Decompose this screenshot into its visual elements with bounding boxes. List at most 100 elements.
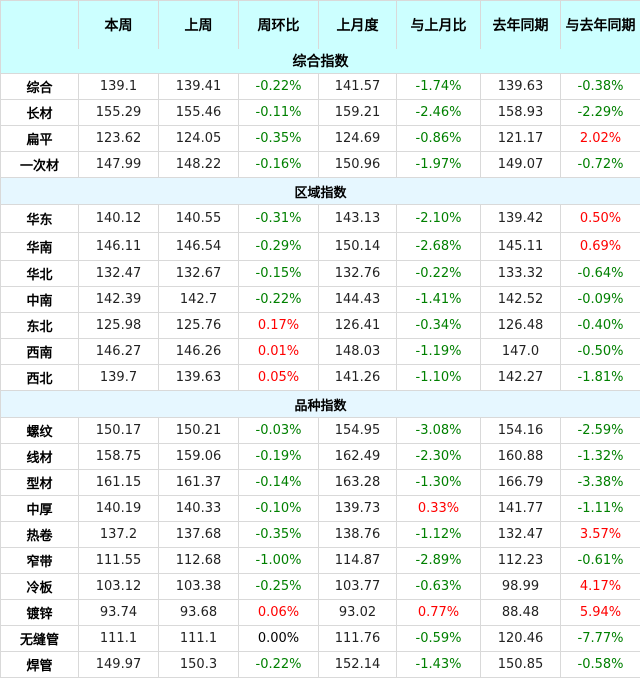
table-cell: 137.68 — [158, 521, 239, 548]
table-cell: 111.1 — [158, 625, 239, 652]
change-cell: -0.16% — [238, 151, 319, 178]
change-cell: -0.11% — [238, 99, 319, 126]
table-row: 西南 146.27 146.26 0.01% 148.03 -1.19% 147.0 -0.5… — [0, 338, 640, 365]
change-cell: -0.72% — [560, 151, 640, 178]
change-cell: -1.97% — [396, 151, 481, 178]
table-cell: 140.19 — [78, 495, 159, 522]
header-cell: 上月度 — [318, 0, 397, 49]
table-cell: 154.95 — [318, 417, 397, 444]
change-cell: -1.74% — [396, 73, 481, 100]
change-cell: -0.22% — [238, 651, 319, 678]
table-cell: 143.13 — [318, 204, 397, 233]
table-row: 华北 132.47 132.67 -0.15% 132.76 -0.22% 133.32 -0… — [0, 260, 640, 287]
table-cell: 152.14 — [318, 651, 397, 678]
change-cell: -1.10% — [396, 364, 481, 391]
table-cell: 146.27 — [78, 338, 159, 365]
table-cell: 158.75 — [78, 443, 159, 470]
table-cell: 149.07 — [480, 151, 561, 178]
table-cell: 161.15 — [78, 469, 159, 496]
table-row: 镀锌 93.74 93.68 0.06% 93.02 0.77% 88.48 5.94% — [0, 599, 640, 626]
table-cell: 124.05 — [158, 125, 239, 152]
table-cell: 146.26 — [158, 338, 239, 365]
price-index-table: 本周 上周 周环比 上月度 与上月比 去年同期 与去年同期 综合指数 综合 139.… — [0, 0, 640, 678]
table-cell: 124.69 — [318, 125, 397, 152]
change-cell: 0.00% — [238, 625, 319, 652]
table-cell: 132.47 — [78, 260, 159, 287]
change-cell: -0.03% — [238, 417, 319, 444]
table-cell: 137.2 — [78, 521, 159, 548]
table-cell: 139.63 — [480, 73, 561, 100]
change-cell: -0.19% — [238, 443, 319, 470]
table-cell: 162.49 — [318, 443, 397, 470]
table-cell: 133.32 — [480, 260, 561, 287]
table-cell: 140.33 — [158, 495, 239, 522]
table-cell: 111.1 — [78, 625, 159, 652]
table-cell: 154.16 — [480, 417, 561, 444]
table-cell: 111.76 — [318, 625, 397, 652]
table-cell: 141.77 — [480, 495, 561, 522]
table-cell: 142.7 — [158, 286, 239, 313]
section-title: 品种指数 — [0, 390, 640, 418]
table-cell: 112.68 — [158, 547, 239, 574]
table-row: 冷板 103.12 103.38 -0.25% 103.77 -0.63% 98.99 4.1… — [0, 573, 640, 600]
table-cell: 139.7 — [78, 364, 159, 391]
row-label: 无缝管 — [0, 625, 79, 652]
table-cell: 139.42 — [480, 204, 561, 233]
table-cell: 140.12 — [78, 204, 159, 233]
table-cell: 150.21 — [158, 417, 239, 444]
row-label: 中厚 — [0, 495, 79, 522]
row-label: 中南 — [0, 286, 79, 313]
table-cell: 98.99 — [480, 573, 561, 600]
table-cell: 103.12 — [78, 573, 159, 600]
row-label: 型材 — [0, 469, 79, 496]
table-cell: 125.98 — [78, 312, 159, 339]
change-cell: 0.33% — [396, 495, 481, 522]
change-cell: -2.89% — [396, 547, 481, 574]
row-label: 综合 — [0, 73, 79, 100]
row-label: 冷板 — [0, 573, 79, 600]
table-cell: 114.87 — [318, 547, 397, 574]
table-cell: 121.17 — [480, 125, 561, 152]
table-row: 华南 146.11 146.54 -0.29% 150.14 -2.68% 145.11 0.… — [0, 232, 640, 261]
change-cell: -2.29% — [560, 99, 640, 126]
table-row: 无缝管 111.1 111.1 0.00% 111.76 -0.59% 120.46 -7.7… — [0, 625, 640, 652]
table-cell: 111.55 — [78, 547, 159, 574]
change-cell: -0.64% — [560, 260, 640, 287]
header-cell: 本周 — [78, 0, 159, 49]
table-cell: 150.85 — [480, 651, 561, 678]
table-cell: 147.99 — [78, 151, 159, 178]
table-cell: 150.3 — [158, 651, 239, 678]
row-label: 长材 — [0, 99, 79, 126]
table-cell: 112.23 — [480, 547, 561, 574]
header-cell: 去年同期 — [480, 0, 561, 49]
change-cell: -0.34% — [396, 312, 481, 339]
row-label: 焊管 — [0, 651, 79, 678]
change-cell: -1.30% — [396, 469, 481, 496]
table-cell: 132.47 — [480, 521, 561, 548]
table-row: 扁平 123.62 124.05 -0.35% 124.69 -0.86% 121.17 2.… — [0, 125, 640, 152]
change-cell: -0.09% — [560, 286, 640, 313]
change-cell: -0.40% — [560, 312, 640, 339]
table-cell: 103.38 — [158, 573, 239, 600]
change-cell: -2.10% — [396, 204, 481, 233]
change-cell: -0.14% — [238, 469, 319, 496]
change-cell: -2.59% — [560, 417, 640, 444]
change-cell: -7.77% — [560, 625, 640, 652]
table-cell: 132.67 — [158, 260, 239, 287]
change-cell: -0.22% — [396, 260, 481, 287]
table-cell: 93.02 — [318, 599, 397, 626]
table-row: 东北 125.98 125.76 0.17% 126.41 -0.34% 126.48 -0.… — [0, 312, 640, 339]
change-cell: 0.06% — [238, 599, 319, 626]
change-cell: -0.50% — [560, 338, 640, 365]
table-cell: 103.77 — [318, 573, 397, 600]
change-cell: -0.63% — [396, 573, 481, 600]
table-cell: 149.97 — [78, 651, 159, 678]
header-cell: 与上月比 — [396, 0, 481, 49]
change-cell: 2.02% — [560, 125, 640, 152]
table-cell: 139.73 — [318, 495, 397, 522]
section-title: 区域指数 — [0, 177, 640, 205]
change-cell: -1.41% — [396, 286, 481, 313]
table-cell: 93.74 — [78, 599, 159, 626]
change-cell: -1.32% — [560, 443, 640, 470]
table-cell: 155.29 — [78, 99, 159, 126]
